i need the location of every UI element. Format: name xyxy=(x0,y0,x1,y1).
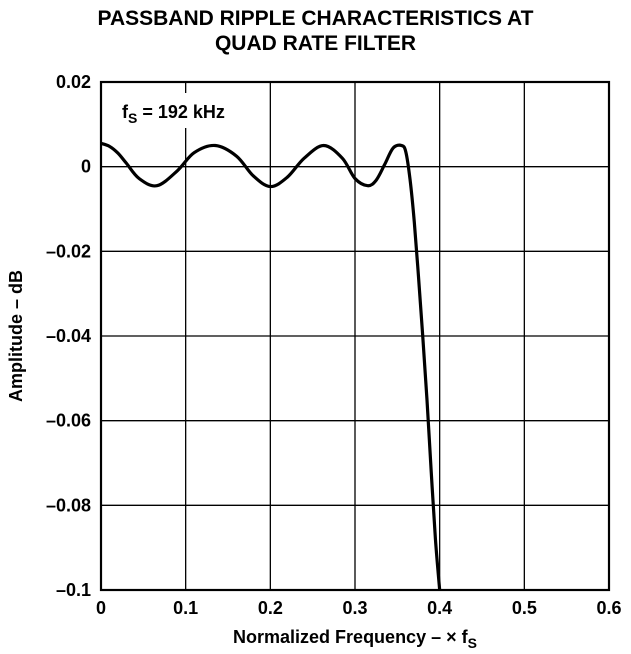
x-tick-label: 0.3 xyxy=(342,598,367,618)
y-axis-label: Amplitude – dB xyxy=(6,270,26,402)
y-tick-label: –0.04 xyxy=(46,326,91,346)
x-axis-label: Normalized Frequency – × fS xyxy=(233,627,477,651)
chart-title-line-1: PASSBAND RIPPLE CHARACTERISTICS AT xyxy=(97,7,534,30)
chart-title-line-2: QUAD RATE FILTER xyxy=(214,32,417,55)
y-tick-label: –0.06 xyxy=(46,411,91,431)
x-axis-label-sub: S xyxy=(468,635,477,651)
y-tick-label: –0.02 xyxy=(46,241,91,261)
x-tick-label: 0.4 xyxy=(427,598,452,618)
annotation-sub: S xyxy=(128,110,137,126)
grid-lines xyxy=(101,82,609,590)
sample-rate-annotation: fS = 192 kHz xyxy=(122,102,225,126)
chart-title: PASSBAND RIPPLE CHARACTERISTICS AT QUAD … xyxy=(0,6,631,56)
y-tick-label: 0 xyxy=(81,157,91,177)
annotation-background xyxy=(104,93,264,128)
y-tick-label: –0.1 xyxy=(56,580,91,600)
x-tick-label: 0.6 xyxy=(596,598,621,618)
x-tick-label: 0.1 xyxy=(173,598,198,618)
x-tick-label: 0 xyxy=(96,598,106,618)
y-tick-labels: 0.02 0 –0.02 –0.04 –0.06 –0.08 –0.1 xyxy=(46,72,91,600)
x-tick-labels: 0 0.1 0.2 0.3 0.4 0.5 0.6 xyxy=(96,598,622,618)
y-tick-label: 0.02 xyxy=(56,72,91,92)
series-line xyxy=(100,141,442,591)
x-axis-label-text: Normalized Frequency – × f xyxy=(233,627,469,647)
annotation-f: f xyxy=(122,102,129,122)
x-tick-label: 0.2 xyxy=(258,598,283,618)
x-tick-label: 0.5 xyxy=(512,598,537,618)
plot-frame xyxy=(99,80,611,592)
y-tick-label: –0.08 xyxy=(46,495,91,515)
annotation-value: = 192 kHz xyxy=(137,102,225,122)
